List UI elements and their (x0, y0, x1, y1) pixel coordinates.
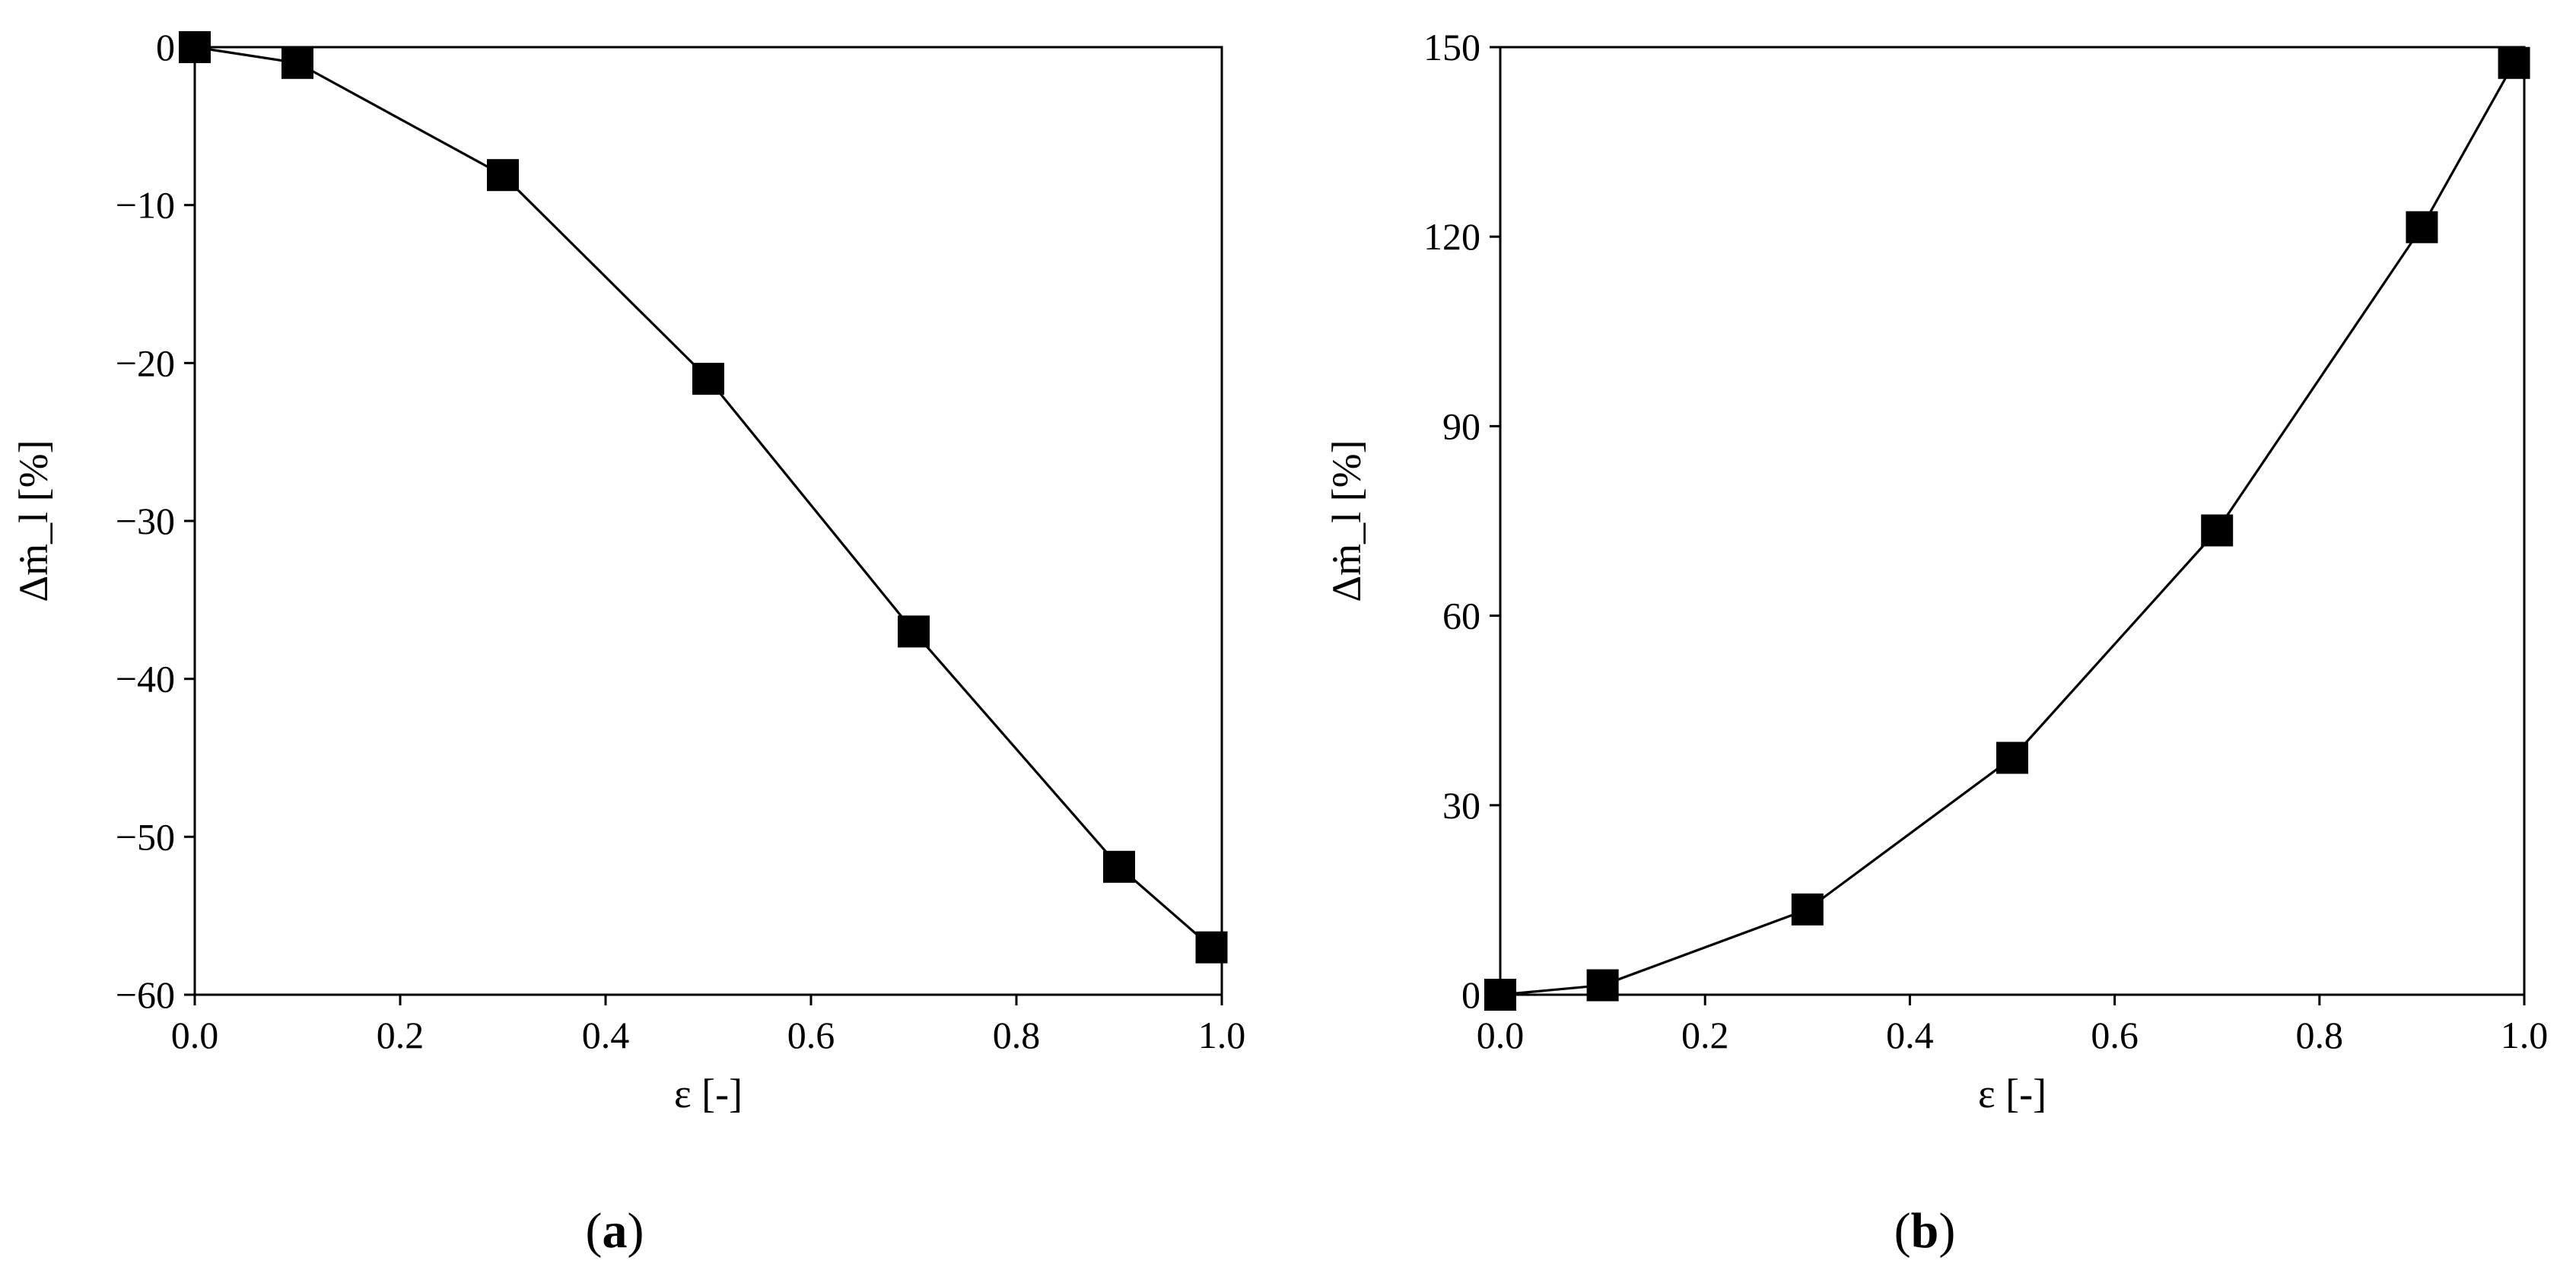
y-tick-label: −30 (116, 500, 175, 542)
data-point (1791, 893, 1824, 926)
y-tick-label: −20 (116, 341, 175, 384)
y-axis-label: Δṁ_l [%] (11, 440, 56, 602)
x-tick-label: 0.2 (1681, 1014, 1729, 1056)
y-tick-label: 150 (1423, 26, 1480, 68)
data-point (1103, 850, 1135, 883)
x-tick-label: 0.0 (171, 1014, 219, 1056)
x-tick-label: 0.6 (2091, 1014, 2139, 1056)
data-point (281, 46, 313, 79)
data-point (2406, 211, 2438, 243)
x-tick-label: 1.0 (1198, 1014, 1246, 1056)
data-point (898, 615, 930, 648)
data-point (692, 363, 724, 395)
plot-frame (193, 46, 1223, 996)
x-tick-label: 1.0 (2501, 1014, 2549, 1056)
data-point (1195, 931, 1228, 964)
x-tick-label: 0.0 (1477, 1014, 1525, 1056)
y-tick-label: 0 (156, 26, 175, 68)
y-tick-label: 90 (1442, 405, 1480, 447)
panel-b: 0.0 0.2 0.4 0.6 0.8 1.0 0 30 60 90 120 150 ε [-] Δṁ_l… (1324, 26, 2548, 1259)
series-line (1499, 62, 2515, 996)
data-point (1996, 741, 2028, 774)
panel-label: (a) (586, 1203, 644, 1259)
x-tick-label: 0.4 (582, 1014, 630, 1056)
y-tick-label: −50 (116, 815, 175, 858)
y-tick-label: −40 (116, 658, 175, 700)
x-tick-label: 0.8 (993, 1014, 1041, 1056)
panel-label: (b) (1894, 1203, 1956, 1259)
data-point (2498, 46, 2530, 79)
x-axis-label: ε [-] (1978, 1071, 2046, 1116)
y-tick-label: 30 (1442, 784, 1480, 827)
y-axis-label: Δṁ_l [%] (1324, 440, 1369, 602)
y-tick-label: 60 (1442, 595, 1480, 637)
x-tick-label: 0.8 (2296, 1014, 2344, 1056)
plot-frame (1499, 46, 2526, 996)
y-tick-label: 120 (1423, 215, 1480, 258)
data-point (1586, 969, 1619, 1002)
data-point (1484, 979, 1516, 1011)
data-point (179, 31, 211, 63)
y-tick-label: −10 (116, 184, 175, 227)
y-tick-label: −60 (116, 973, 175, 1016)
x-tick-label: 0.4 (1886, 1014, 1934, 1056)
x-tick-label: 0.6 (787, 1014, 835, 1056)
x-tick-label: 0.2 (377, 1014, 425, 1056)
data-point (487, 159, 519, 192)
y-tick-label: 0 (1461, 973, 1480, 1016)
panel-a: 0.0 0.2 0.4 0.6 0.8 1.0 0 −10 −20 −30 −40 −50 −60 ε [… (11, 26, 1245, 1259)
series-line (194, 46, 1213, 948)
data-point (2201, 514, 2234, 547)
x-axis-label: ε [-] (674, 1071, 743, 1116)
